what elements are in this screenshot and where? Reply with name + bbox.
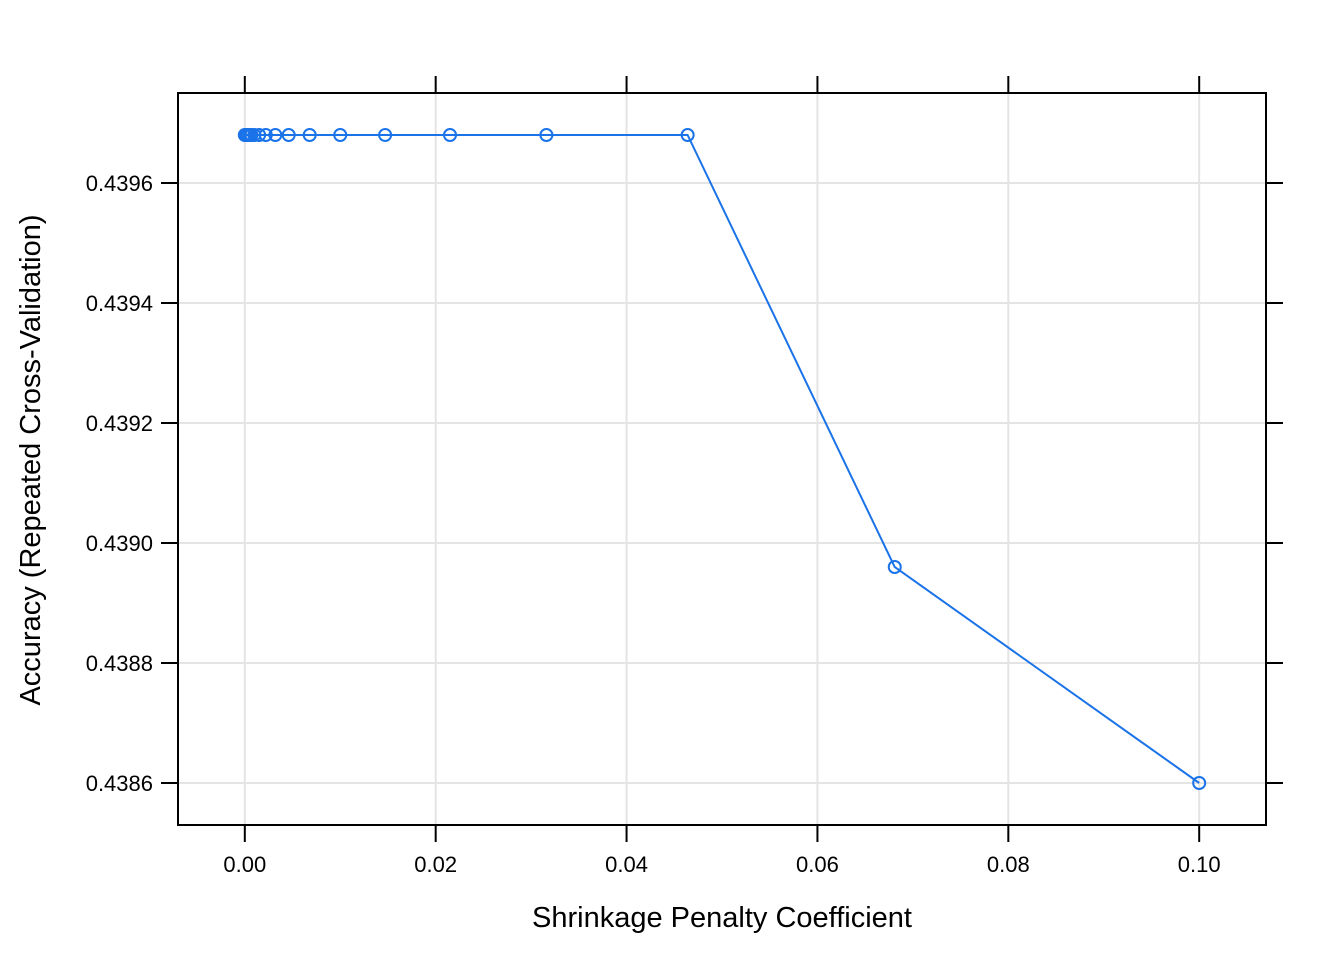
- tick-labels: 0.00 0.02 0.04 0.06 0.08 0.10 0.4386 0.4388 0.43…: [86, 171, 1221, 877]
- data-point: [252, 128, 267, 142]
- data-point: [333, 128, 348, 142]
- x-tick-label: 0.06: [796, 852, 839, 877]
- x-tick-label: 0.10: [1178, 852, 1221, 877]
- x-tick-label: 0.00: [223, 852, 266, 877]
- y-tick-label: 0.4396: [86, 171, 153, 196]
- x-tick-label: 0.08: [987, 852, 1030, 877]
- data-point: [302, 128, 317, 142]
- data-point: [258, 128, 273, 142]
- y-axis-title: Accuracy (Repeated Cross-Validation): [15, 214, 47, 705]
- x-axis-title: Shrinkage Penalty Coefficient: [532, 902, 912, 934]
- data-point: [268, 128, 283, 142]
- data-point: [1192, 776, 1207, 790]
- series-line: [244, 134, 1200, 784]
- data-point: [539, 128, 554, 142]
- y-tick-label: 0.4388: [86, 651, 153, 676]
- y-tick-label: 0.4390: [86, 531, 153, 556]
- x-tick-label: 0.04: [605, 852, 648, 877]
- x-tick-label: 0.02: [414, 852, 457, 877]
- data-point: [378, 128, 393, 142]
- y-tick-label: 0.4394: [86, 291, 153, 316]
- plot-frame: [177, 92, 1267, 826]
- data-point: [680, 128, 695, 142]
- data-point: [887, 560, 902, 574]
- data-point: [443, 128, 457, 142]
- series-layer: [237, 128, 1207, 790]
- y-tick-label: 0.4392: [86, 411, 153, 436]
- y-tick-label: 0.4386: [86, 771, 153, 796]
- data-point: [281, 128, 296, 142]
- axis-ticks: [161, 76, 1283, 842]
- grid-lines: [178, 93, 1266, 825]
